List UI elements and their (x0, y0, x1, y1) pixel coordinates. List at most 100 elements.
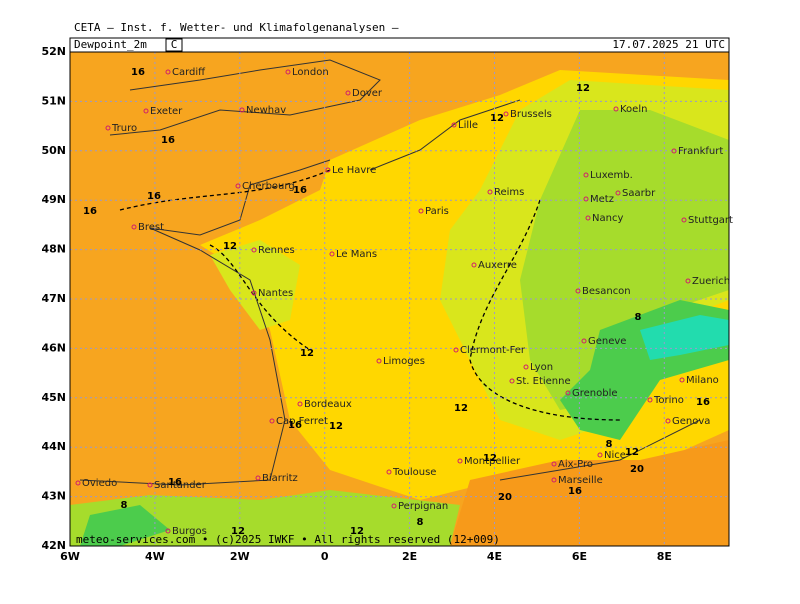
contour-label: 16 (147, 191, 161, 202)
city-label: Lyon (530, 362, 553, 373)
city-label: Dover (352, 88, 383, 99)
contour-label: 12 (231, 526, 245, 537)
city-dot (285, 69, 291, 75)
city-label: Metz (590, 194, 614, 205)
city-dot (386, 469, 392, 475)
city-label: Bordeaux (304, 399, 352, 410)
lon-label: 0 (321, 550, 329, 563)
city-label: Grenoble (572, 388, 618, 399)
city-label: Santander (154, 480, 207, 491)
coastline-uk (109, 59, 381, 136)
lat-label: 52N (41, 45, 66, 58)
contour-label: 8 (417, 517, 424, 528)
contour-label: 12 (223, 241, 237, 252)
city-label: Lille (458, 120, 478, 131)
city-dot (665, 418, 671, 424)
contour-label: 8 (635, 312, 642, 323)
city-dot (297, 401, 303, 407)
lat-label: 43N (41, 490, 66, 503)
city-label: Milano (686, 375, 719, 386)
city-dot (325, 167, 331, 173)
city-dot (269, 418, 275, 424)
contour-lines (119, 169, 621, 421)
contour-label: 16 (83, 206, 97, 217)
city-label: Oviedo (82, 478, 117, 489)
city-label: Frankfurt (678, 146, 723, 157)
lon-label: 4E (487, 550, 502, 563)
city-dot (235, 183, 241, 189)
lat-label: 51N (41, 94, 66, 107)
field-med (450, 440, 729, 546)
city-dot (251, 290, 257, 296)
contour-label: 16 (288, 420, 302, 431)
city-label: Truro (111, 123, 137, 134)
city-dot (147, 482, 153, 488)
city-dot (509, 378, 515, 384)
contour-label: 12 (490, 113, 504, 124)
city-dot (487, 189, 493, 195)
lat-label: 45N (41, 391, 66, 404)
city-label: Cherbourg (242, 181, 295, 192)
city-label: Le Mans (336, 249, 377, 260)
city-label: Rennes (258, 245, 295, 256)
lat-label: 46N (41, 341, 66, 354)
map-frame (69, 51, 730, 547)
city-label: Reims (494, 187, 524, 198)
city-label: Burgos (172, 526, 207, 537)
city-dot (165, 69, 171, 75)
city-label: Zuerich (692, 276, 730, 287)
field (70, 52, 729, 546)
city-label: Besancon (582, 286, 631, 297)
city-dot (143, 108, 149, 114)
city-label: Koeln (620, 104, 647, 115)
city-dot (679, 377, 685, 383)
contour-label: 20 (498, 492, 512, 503)
city-dot (451, 122, 457, 128)
city-dot (551, 477, 557, 483)
city-label: St. Etienne (516, 376, 571, 387)
lon-label: 4W (145, 550, 165, 563)
contour-label: 16 (696, 397, 710, 408)
city-dot (418, 208, 424, 214)
city-label: Perpignan (398, 501, 448, 512)
city-label: Montpellier (464, 456, 521, 467)
lat-label: 42N (41, 539, 66, 552)
city-dot (575, 288, 581, 294)
contour-label: 16 (293, 185, 307, 196)
city-label: Clermont-Fer (460, 345, 526, 356)
city-label: Auxerre (478, 260, 517, 271)
contour-label: 20 (630, 464, 644, 475)
city-dot (376, 358, 382, 364)
lat-label: 44N (41, 440, 66, 453)
city-label: Stuttgart (688, 215, 733, 226)
city-dot (615, 190, 621, 196)
city-dot (681, 217, 687, 223)
city-label: Torino (653, 395, 684, 406)
contour-label: 12 (483, 453, 497, 464)
city-label: Cardiff (172, 67, 206, 78)
city-label: Genova (672, 416, 710, 427)
city-label: London (292, 67, 329, 78)
city-dot (685, 278, 691, 284)
unit: C (171, 38, 178, 51)
city-dot (471, 262, 477, 268)
contour-label: 16 (568, 486, 582, 497)
city-label: Aix-Pro (558, 459, 593, 470)
contour-label: 12 (329, 421, 343, 432)
city-dot (391, 503, 397, 509)
city-dot (551, 461, 557, 467)
city-dot (565, 390, 571, 396)
city-label: Paris (425, 206, 449, 217)
city-dot (453, 347, 459, 353)
field-spain-dark (80, 505, 170, 546)
city-dot (105, 125, 111, 131)
field-spain (70, 490, 460, 546)
city-label: Cap Ferret (276, 416, 328, 427)
city-dot (345, 90, 351, 96)
field-name: Dewpoint_2m (74, 38, 147, 51)
contour-label: 16 (161, 135, 175, 146)
city-dot (613, 106, 619, 112)
city-label: Limoges (383, 356, 425, 367)
